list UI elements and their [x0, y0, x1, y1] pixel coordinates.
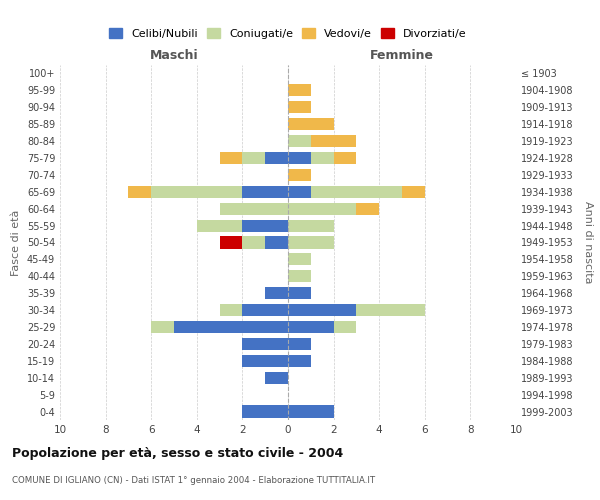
Bar	[288, 270, 311, 282]
Legend: Celibi/Nubili, Coniugati/e, Vedovi/e, Divorziati/e: Celibi/Nubili, Coniugati/e, Vedovi/e, Di…	[106, 24, 470, 42]
Bar	[288, 152, 311, 164]
Bar	[288, 304, 356, 316]
Bar	[197, 220, 242, 232]
Bar	[311, 186, 402, 198]
Bar	[242, 304, 288, 316]
Bar	[288, 118, 334, 130]
Bar	[174, 321, 288, 333]
Bar	[242, 236, 265, 248]
Y-axis label: Fasce di età: Fasce di età	[11, 210, 21, 276]
Bar	[288, 202, 356, 215]
Bar	[288, 321, 334, 333]
Bar	[151, 321, 174, 333]
Text: Popolazione per età, sesso e stato civile - 2004: Popolazione per età, sesso e stato civil…	[12, 448, 343, 460]
Bar	[242, 220, 288, 232]
Bar	[220, 304, 242, 316]
Bar	[242, 152, 265, 164]
Bar	[288, 406, 334, 417]
Bar	[220, 236, 242, 248]
Bar	[311, 152, 334, 164]
Bar	[265, 372, 288, 384]
Text: COMUNE DI IGLIANO (CN) - Dati ISTAT 1° gennaio 2004 - Elaborazione TUTTITALIA.IT: COMUNE DI IGLIANO (CN) - Dati ISTAT 1° g…	[12, 476, 375, 485]
Bar	[334, 152, 356, 164]
Bar	[265, 236, 288, 248]
Bar	[288, 101, 311, 114]
Bar	[402, 186, 425, 198]
Bar	[151, 186, 242, 198]
Bar	[311, 135, 356, 147]
Bar	[288, 354, 311, 367]
Bar	[242, 406, 288, 417]
Bar	[265, 152, 288, 164]
Bar	[356, 304, 425, 316]
Bar	[334, 321, 356, 333]
Bar	[288, 220, 334, 232]
Bar	[288, 135, 311, 147]
Bar	[265, 287, 288, 300]
Bar	[242, 338, 288, 350]
Bar	[288, 84, 311, 96]
Text: Femmine: Femmine	[370, 48, 434, 62]
Bar	[356, 202, 379, 215]
Bar	[220, 152, 242, 164]
Bar	[288, 287, 311, 300]
Bar	[288, 338, 311, 350]
Bar	[220, 202, 288, 215]
Bar	[242, 354, 288, 367]
Bar	[242, 186, 288, 198]
Bar	[288, 169, 311, 181]
Bar	[288, 254, 311, 266]
Bar	[288, 186, 311, 198]
Bar	[288, 236, 334, 248]
Y-axis label: Anni di nascita: Anni di nascita	[583, 201, 593, 284]
Text: Maschi: Maschi	[149, 48, 199, 62]
Bar	[128, 186, 151, 198]
